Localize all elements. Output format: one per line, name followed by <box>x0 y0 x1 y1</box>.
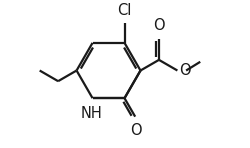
Text: O: O <box>153 18 165 33</box>
Text: O: O <box>130 123 142 138</box>
Text: NH: NH <box>81 106 102 121</box>
Text: O: O <box>179 63 191 78</box>
Text: Cl: Cl <box>117 3 132 18</box>
